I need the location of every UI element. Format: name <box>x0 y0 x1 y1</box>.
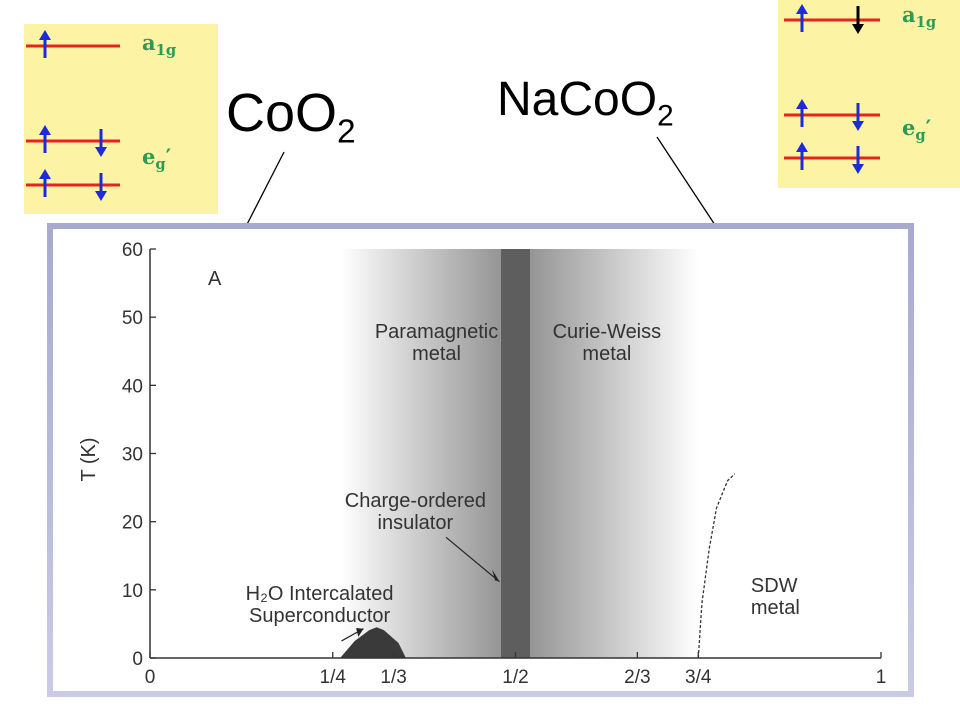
sdw-boundary-line <box>697 473 736 659</box>
panel-letter: A <box>208 268 222 290</box>
y-tick-label: 0 <box>132 649 143 670</box>
paramagnetic-label-line: metal <box>412 343 461 365</box>
orbital-panel-right: a1g eg′ <box>778 0 960 188</box>
x-tick-label: 1/2 <box>502 667 528 688</box>
x-tick-label: 0 <box>145 667 156 688</box>
charge-ordered-band <box>500 249 531 658</box>
y-tick-label: 40 <box>122 376 143 397</box>
paramagnetic-label-line: Paramagnetic <box>375 321 498 343</box>
superconductor-label-line: H₂O Intercalated <box>246 583 394 605</box>
y-tick-label: 20 <box>122 513 143 534</box>
charge-ordered-pointer <box>445 536 500 583</box>
curie-weiss-label-line: Curie-Weiss <box>553 321 662 343</box>
spin-down-arrow <box>95 129 107 157</box>
y-tick-label: 10 <box>122 581 143 602</box>
formula-nacoo2: NaCoO2 <box>497 73 674 133</box>
paramagnetic-label: Paramagnetic metal <box>375 321 498 365</box>
charge-ordered-label-line: Charge-ordered <box>345 490 486 512</box>
x-tick-label: 3/4 <box>685 667 712 688</box>
charge-ordered-arrowhead <box>489 569 500 582</box>
superconductor-arrowhead <box>356 628 364 637</box>
spin-up-arrow <box>796 142 808 170</box>
spin-down-arrow <box>95 173 107 201</box>
a1g-label-right: a1g <box>902 2 937 32</box>
superconductor-label-line: Superconductor <box>249 605 391 627</box>
y-tick-label: 60 <box>122 240 143 261</box>
charge-ordered-label: Charge-ordered insulator <box>345 490 486 534</box>
orbital-diagram-left <box>26 30 120 201</box>
phase-diagram: 0 10 20 30 40 50 60 0 1/4 1/3 1/2 2/3 3/4 1 T (K) A Para… <box>47 223 914 697</box>
spin-down-arrow-unpaired <box>852 6 864 34</box>
orbital-panel-left: a1g eg′ <box>24 24 218 214</box>
chart-layer: 0 10 20 30 40 50 60 0 1/4 1/3 1/2 2/3 3/4 1 T (K) A Para… <box>78 240 886 688</box>
spin-up-arrow <box>39 30 51 58</box>
spin-down-arrow <box>852 146 864 174</box>
spin-up-arrow <box>39 125 51 153</box>
x-tick-label: 2/3 <box>624 667 650 688</box>
y-axis-label: T (K) <box>78 437 100 481</box>
sdw-label-line: metal <box>751 597 800 619</box>
formula-coo2: CoO2 <box>226 83 356 151</box>
a1g-label-left: a1g <box>142 30 177 60</box>
charge-ordered-label-line: insulator <box>378 512 454 534</box>
curie-weiss-shading <box>530 249 699 658</box>
sdw-label: SDW metal <box>751 575 800 619</box>
eg-label-right: eg′ <box>902 115 932 145</box>
x-tick-label: 1/3 <box>380 667 406 688</box>
spin-up-arrow <box>39 169 51 197</box>
superconducting-dome <box>340 627 406 658</box>
superconductor-label: H₂O Intercalated Superconductor <box>246 583 394 627</box>
x-tick-label: 1/4 <box>320 667 347 688</box>
y-tick-label: 50 <box>122 308 143 329</box>
spin-down-arrow <box>852 103 864 131</box>
y-tick-label: 30 <box>122 445 143 466</box>
curie-weiss-label: Curie-Weiss metal <box>553 321 662 365</box>
sdw-label-line: SDW <box>751 575 798 597</box>
curie-weiss-label-line: metal <box>582 343 631 365</box>
x-tick-label: 1 <box>876 667 887 688</box>
eg-label-left: eg′ <box>142 144 172 174</box>
paramagnetic-shading <box>340 249 501 658</box>
spin-up-arrow <box>796 4 808 32</box>
spin-up-arrow <box>796 99 808 127</box>
